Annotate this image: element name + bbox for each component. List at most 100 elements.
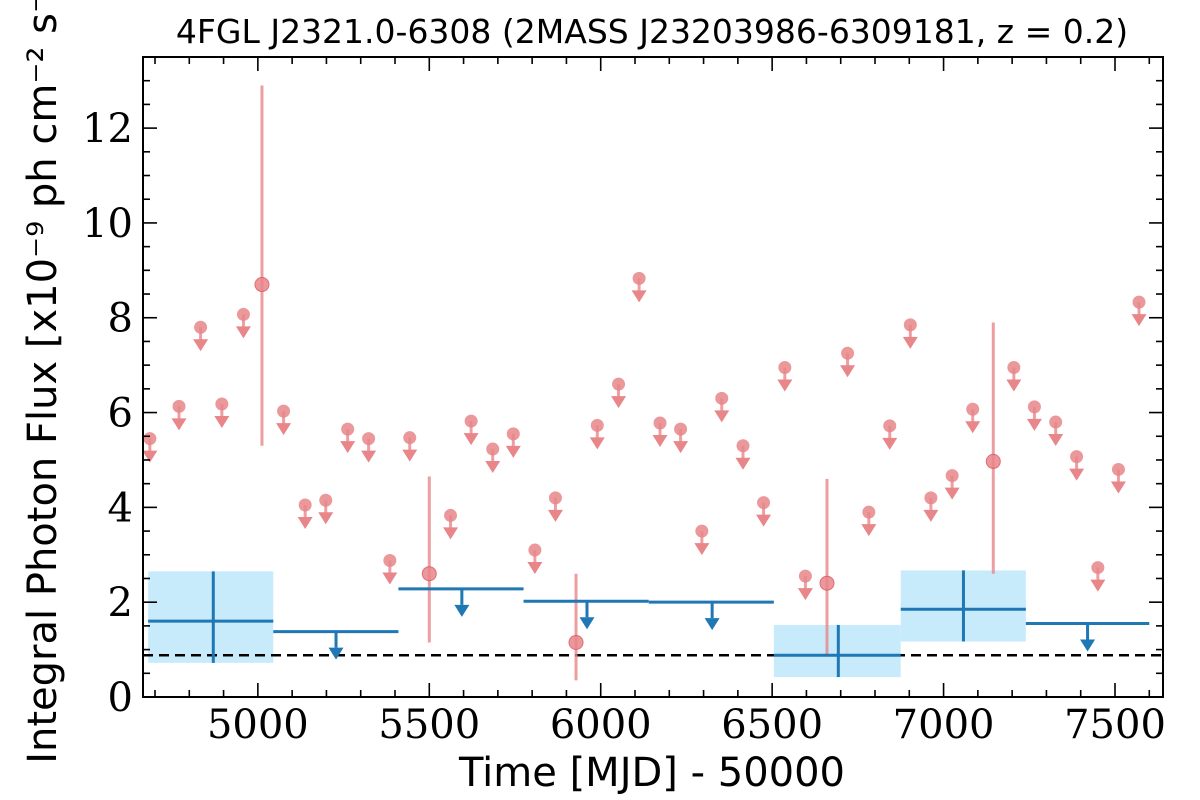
short-bin-upper-limit-arrow-18: [589, 437, 605, 450]
y-tick-label-6: 12: [82, 106, 133, 152]
short-bin-upper-limit-arrow-42: [1131, 314, 1147, 327]
short-bin-upper-limit-marker-20: [632, 271, 646, 285]
short-bin-upper-limit-marker-22: [674, 422, 688, 436]
short-bin-upper-limit-arrow-5: [276, 423, 292, 436]
short-bin-upper-limit-arrow-31: [882, 437, 898, 450]
y-axis-label: Integral Photon Flux [x10⁻⁹ ph cm⁻² s⁻¹]: [20, 0, 66, 764]
short-bin-upper-limit-marker-28: [798, 569, 812, 583]
short-bin-upper-limit-marker-7: [319, 493, 333, 507]
short-bin-upper-limit-arrow-39: [1069, 468, 1085, 481]
short-bin-upper-limit-marker-41: [1111, 462, 1125, 476]
y-tick-label-0: 0: [108, 675, 133, 721]
y-tick-label-4: 8: [108, 296, 133, 342]
short-bin-upper-limit-marker-18: [590, 418, 604, 432]
plot-area: [143, 85, 1163, 681]
short-bin-upper-limit-marker-32: [903, 318, 917, 332]
short-bin-upper-limit-arrow-23: [694, 543, 710, 556]
chart-title: 4FGL J2321.0-6308 (2MASS J23203986-63091…: [176, 12, 1128, 51]
short-bin-upper-limit-arrow-3: [214, 416, 230, 429]
short-bin-upper-limit-arrow-38: [1048, 434, 1064, 447]
short-bin-upper-limit-arrow-37: [1026, 418, 1042, 431]
short-bin-upper-limit-arrow-22: [673, 441, 689, 454]
short-bin-upper-limit-marker-11: [403, 431, 417, 445]
short-bin-upper-limit-marker-21: [653, 416, 667, 430]
short-bin-upper-limit-arrow-0: [143, 450, 158, 463]
short-bin-upper-limit-arrow-15: [505, 445, 521, 458]
short-bin-upper-limit-marker-42: [1132, 295, 1146, 309]
short-bin-upper-limit-marker-15: [506, 427, 520, 441]
plot-frame: [142, 56, 1164, 698]
short-bin-upper-limit-arrow-41: [1110, 481, 1126, 494]
x-tick-label-4: 7000: [893, 702, 995, 748]
short-bin-upper-limit-arrow-29: [840, 365, 856, 378]
short-bin-upper-limit-marker-30: [862, 505, 876, 519]
long-bin-upper-limit-arrow-1: [454, 604, 470, 617]
x-tick-label-0: 5000: [207, 702, 309, 748]
short-bin-upper-limit-arrow-20: [631, 290, 647, 303]
short-bin-upper-limit-marker-2: [194, 320, 208, 334]
short-bin-upper-limit-marker-12: [444, 508, 458, 522]
short-bin-upper-limit-marker-6: [298, 498, 312, 512]
short-bin-upper-limit-marker-27: [778, 361, 792, 375]
short-bin-upper-limit-arrow-35: [965, 421, 981, 434]
short-bin-detection-point-4: [985, 453, 1001, 469]
short-bin-upper-limit-arrow-24: [714, 410, 730, 423]
short-bin-upper-limit-marker-13: [464, 414, 478, 428]
short-bin-upper-limit-arrow-34: [944, 487, 960, 500]
short-bin-upper-limit-arrow-8: [340, 441, 356, 454]
x-tick-label-5: 7500: [1064, 702, 1166, 748]
long-bin-upper-limit-arrow-2: [579, 617, 595, 630]
y-tick-label-2: 4: [108, 485, 133, 531]
short-bin-upper-limit-marker-33: [924, 491, 938, 505]
x-tick-label-1: 5500: [378, 702, 480, 748]
short-bin-upper-limit-arrow-9: [361, 450, 377, 463]
short-bin-upper-limit-arrow-10: [382, 572, 398, 585]
short-bin-upper-limit-arrow-14: [485, 461, 501, 474]
short-bin-upper-limit-arrow-1: [171, 418, 187, 431]
short-bin-upper-limit-marker-9: [362, 432, 376, 446]
short-bin-upper-limit-arrow-7: [318, 512, 334, 525]
y-tick-label-3: 6: [108, 391, 133, 437]
short-bin-detection-point-2: [568, 634, 584, 650]
short-bin-upper-limit-marker-39: [1070, 450, 1084, 464]
y-tick-label-1: 2: [108, 580, 133, 626]
short-bin-detection-point-1: [421, 566, 437, 582]
short-bin-upper-limit-arrow-28: [797, 588, 813, 601]
short-bin-upper-limit-marker-37: [1027, 400, 1041, 414]
short-bin-upper-limit-marker-31: [883, 419, 897, 433]
x-tick-label-3: 6500: [721, 702, 823, 748]
short-bin-upper-limit-marker-1: [172, 399, 186, 413]
long-bin-error-box-0: [148, 571, 274, 663]
short-bin-upper-limit-marker-4: [236, 307, 250, 321]
long-bin-upper-limit-arrow-0: [328, 647, 344, 660]
short-bin-detection-point-3: [819, 575, 835, 591]
short-bin-upper-limit-marker-19: [612, 377, 626, 391]
long-bin-upper-limit-arrow-4: [1080, 639, 1096, 652]
short-bin-upper-limit-arrow-33: [923, 509, 939, 522]
x-axis-label: Time [MJD] - 50000: [458, 750, 845, 796]
short-bin-upper-limit-marker-3: [215, 397, 229, 411]
short-bin-upper-limit-arrow-16: [527, 562, 543, 575]
short-bin-upper-limit-marker-23: [695, 524, 709, 538]
short-bin-upper-limit-arrow-27: [777, 379, 793, 392]
short-bin-upper-limit-arrow-26: [756, 514, 772, 527]
long-bin-upper-limit-arrow-3: [704, 618, 720, 631]
short-bin-upper-limit-marker-25: [736, 439, 750, 453]
short-bin-upper-limit-arrow-30: [861, 524, 877, 537]
short-bin-upper-limit-arrow-12: [443, 527, 459, 540]
short-bin-upper-limit-marker-16: [528, 543, 542, 557]
short-bin-upper-limit-arrow-13: [463, 433, 479, 446]
short-bin-detection-point-0: [254, 277, 270, 293]
short-bin-upper-limit-marker-5: [277, 404, 291, 418]
short-bin-upper-limit-marker-17: [548, 491, 562, 505]
short-bin-upper-limit-marker-26: [757, 496, 771, 510]
short-bin-upper-limit-marker-40: [1091, 561, 1105, 575]
x-tick-label-2: 6000: [550, 702, 652, 748]
short-bin-upper-limit-arrow-25: [735, 457, 751, 470]
short-bin-upper-limit-marker-36: [1007, 361, 1021, 375]
short-bin-upper-limit-arrow-40: [1090, 579, 1106, 592]
short-bin-upper-limit-arrow-11: [402, 449, 418, 462]
short-bin-upper-limit-arrow-17: [547, 509, 563, 522]
short-bin-upper-limit-marker-35: [966, 402, 980, 416]
